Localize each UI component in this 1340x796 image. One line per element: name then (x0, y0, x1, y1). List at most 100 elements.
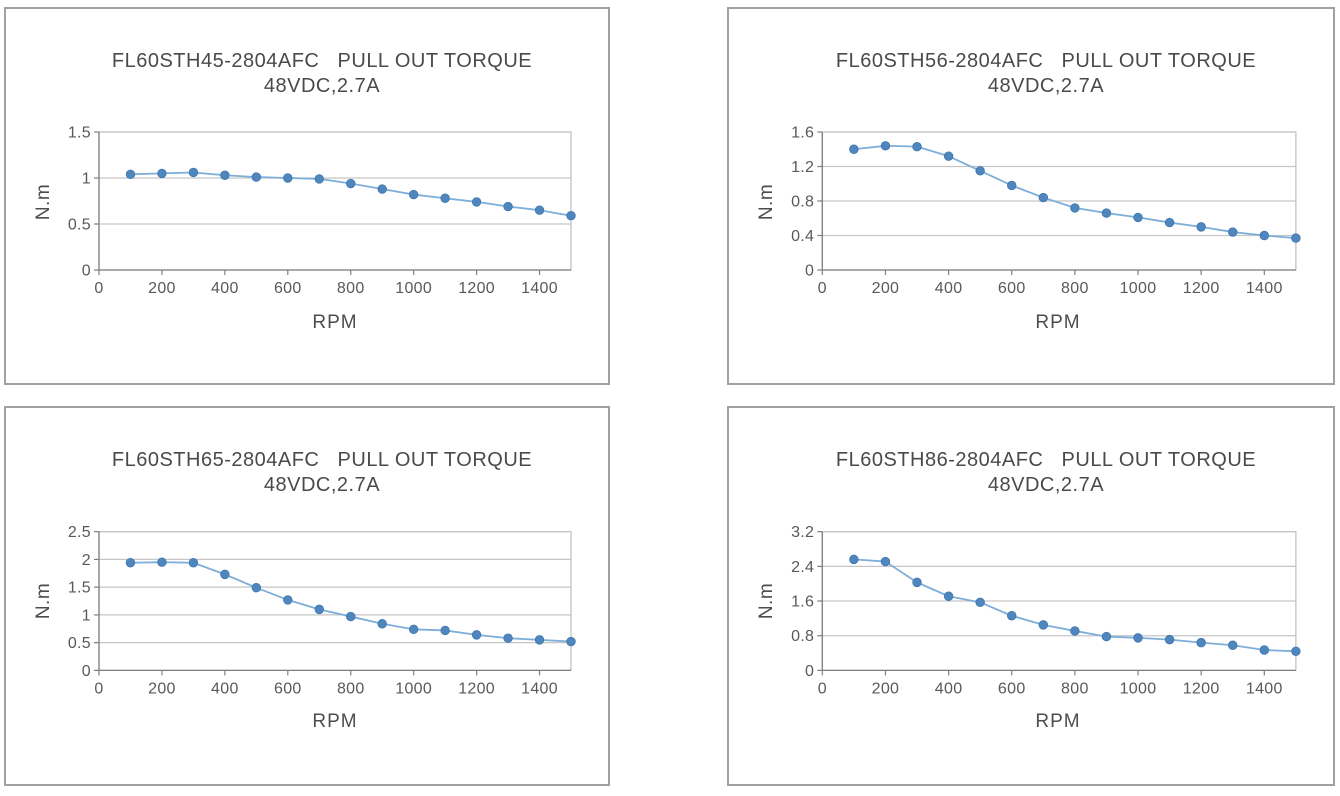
chart-subtitle: 48VDC,2.7A (987, 474, 1105, 496)
data-point (1101, 631, 1112, 642)
data-point (125, 558, 136, 568)
x-tick-label: 1000 (395, 679, 432, 697)
data-point (157, 557, 167, 567)
x-tick-label: 1000 (1120, 680, 1157, 698)
chart-panel-fl60sth65: FL60STH65-2804AFC PULL OUT TORQUE 48VDC,… (4, 406, 610, 786)
chart-title: FL60STH45-2804AFC PULL OUT TORQUE (111, 50, 533, 72)
y-tick-label: 2 (82, 551, 91, 569)
data-point (377, 619, 387, 629)
data-point (1228, 640, 1238, 650)
data-point (1133, 633, 1143, 643)
plot-area: 0 0.8 1.6 2.4 3.2 0 200 400 600 800 1000 1200 1400 (791, 523, 1301, 698)
y-tick-label: 0 (805, 662, 814, 680)
y-tick-label: 0.4 (791, 227, 814, 245)
data-point (440, 193, 450, 203)
y-tick-label: 1.6 (791, 124, 814, 142)
y-tick-label: 1.5 (68, 579, 91, 597)
plot-border (98, 131, 572, 271)
x-tick-label: 200 (148, 679, 176, 697)
plot-border (98, 531, 572, 671)
y-tick-label: 3.2 (791, 523, 814, 541)
x-tick-label: 600 (274, 280, 302, 297)
data-point (1070, 626, 1080, 636)
y-tick-label: 1.2 (791, 158, 814, 176)
y-tick-label: 0.8 (791, 193, 814, 211)
y-tick-label: 1.5 (68, 125, 91, 142)
chart-title: FL60STH56-2804AFC PULL OUT TORQUE (835, 50, 1257, 72)
x-tick-label: 0 (94, 679, 103, 697)
y-tick-label: 0.5 (68, 634, 91, 652)
x-tick-label: 800 (1061, 279, 1089, 297)
y-tick-label: 1.6 (791, 593, 814, 611)
chart-subtitle: 48VDC,2.7A (987, 75, 1105, 97)
x-tick-label: 400 (211, 280, 239, 297)
x-tick-label: 400 (211, 679, 239, 697)
data-point (975, 597, 985, 608)
chart-title: FL60STH86-2804AFC PULL OUT TORQUE (835, 449, 1257, 471)
data-point (188, 558, 199, 568)
data-point (1196, 637, 1206, 648)
x-tick-label: 0 (94, 280, 103, 297)
data-point (566, 211, 576, 221)
data-point (1228, 227, 1238, 237)
y-tick-label: 1 (82, 171, 91, 188)
x-axis-title: RPM (1035, 711, 1081, 732)
x-tick-label: 800 (337, 679, 365, 697)
data-point (283, 173, 293, 183)
data-point (1038, 192, 1049, 203)
data-point (1259, 230, 1270, 241)
data-point (503, 633, 513, 643)
x-tick-label: 600 (998, 680, 1026, 698)
data-point (880, 556, 891, 567)
data-point (471, 197, 482, 207)
data-point (1101, 208, 1112, 218)
data-point (1164, 217, 1175, 228)
torque-curve (130, 561, 572, 643)
data-point (346, 178, 356, 189)
x-tick-label: 800 (337, 280, 365, 297)
x-tick-label: 1400 (1246, 279, 1283, 297)
x-tick-label: 0 (818, 680, 827, 698)
x-tick-label: 1200 (1183, 279, 1220, 297)
torque-curve (853, 144, 1296, 239)
data-point (943, 151, 954, 161)
data-point (314, 604, 324, 615)
x-tick-label: 600 (998, 279, 1026, 297)
data-point (566, 636, 576, 647)
x-axis-title: RPM (1035, 312, 1081, 333)
x-tick-label: 400 (935, 279, 963, 297)
x-tick-label: 1200 (458, 280, 495, 297)
data-point (1133, 212, 1143, 223)
y-tick-label: 2.5 (68, 523, 91, 541)
data-point (220, 569, 230, 580)
chart-panel-fl60sth56: FL60STH56-2804AFC PULL OUT TORQUE 48VDC,… (727, 7, 1335, 385)
chart-subtitle: 48VDC,2.7A (263, 474, 381, 496)
data-point (849, 554, 859, 565)
torque-curve (853, 558, 1296, 653)
data-point (377, 184, 387, 194)
data-point (220, 170, 230, 180)
x-tick-label: 0 (818, 279, 827, 297)
chart-title: FL60STH65-2804AFC PULL OUT TORQUE (111, 449, 533, 471)
x-tick-label: 200 (148, 280, 176, 297)
data-point (471, 630, 482, 640)
data-point (408, 624, 419, 635)
data-point (1007, 611, 1017, 621)
data-point (534, 635, 545, 645)
data-point (1196, 222, 1206, 232)
data-point (188, 167, 199, 178)
y-tick-label: 0.5 (68, 217, 91, 234)
x-tick-label: 400 (935, 680, 963, 698)
y-tick-label: 0 (82, 662, 91, 680)
y-tick-label: 2.4 (791, 558, 814, 576)
data-point (1007, 180, 1017, 191)
data-point (283, 595, 293, 605)
data-point (1164, 634, 1175, 645)
x-tick-label: 1200 (458, 679, 495, 697)
data-point (157, 168, 167, 179)
x-tick-label: 1400 (521, 679, 558, 697)
data-point (975, 166, 985, 176)
x-tick-label: 200 (872, 680, 900, 698)
data-point (534, 205, 545, 215)
